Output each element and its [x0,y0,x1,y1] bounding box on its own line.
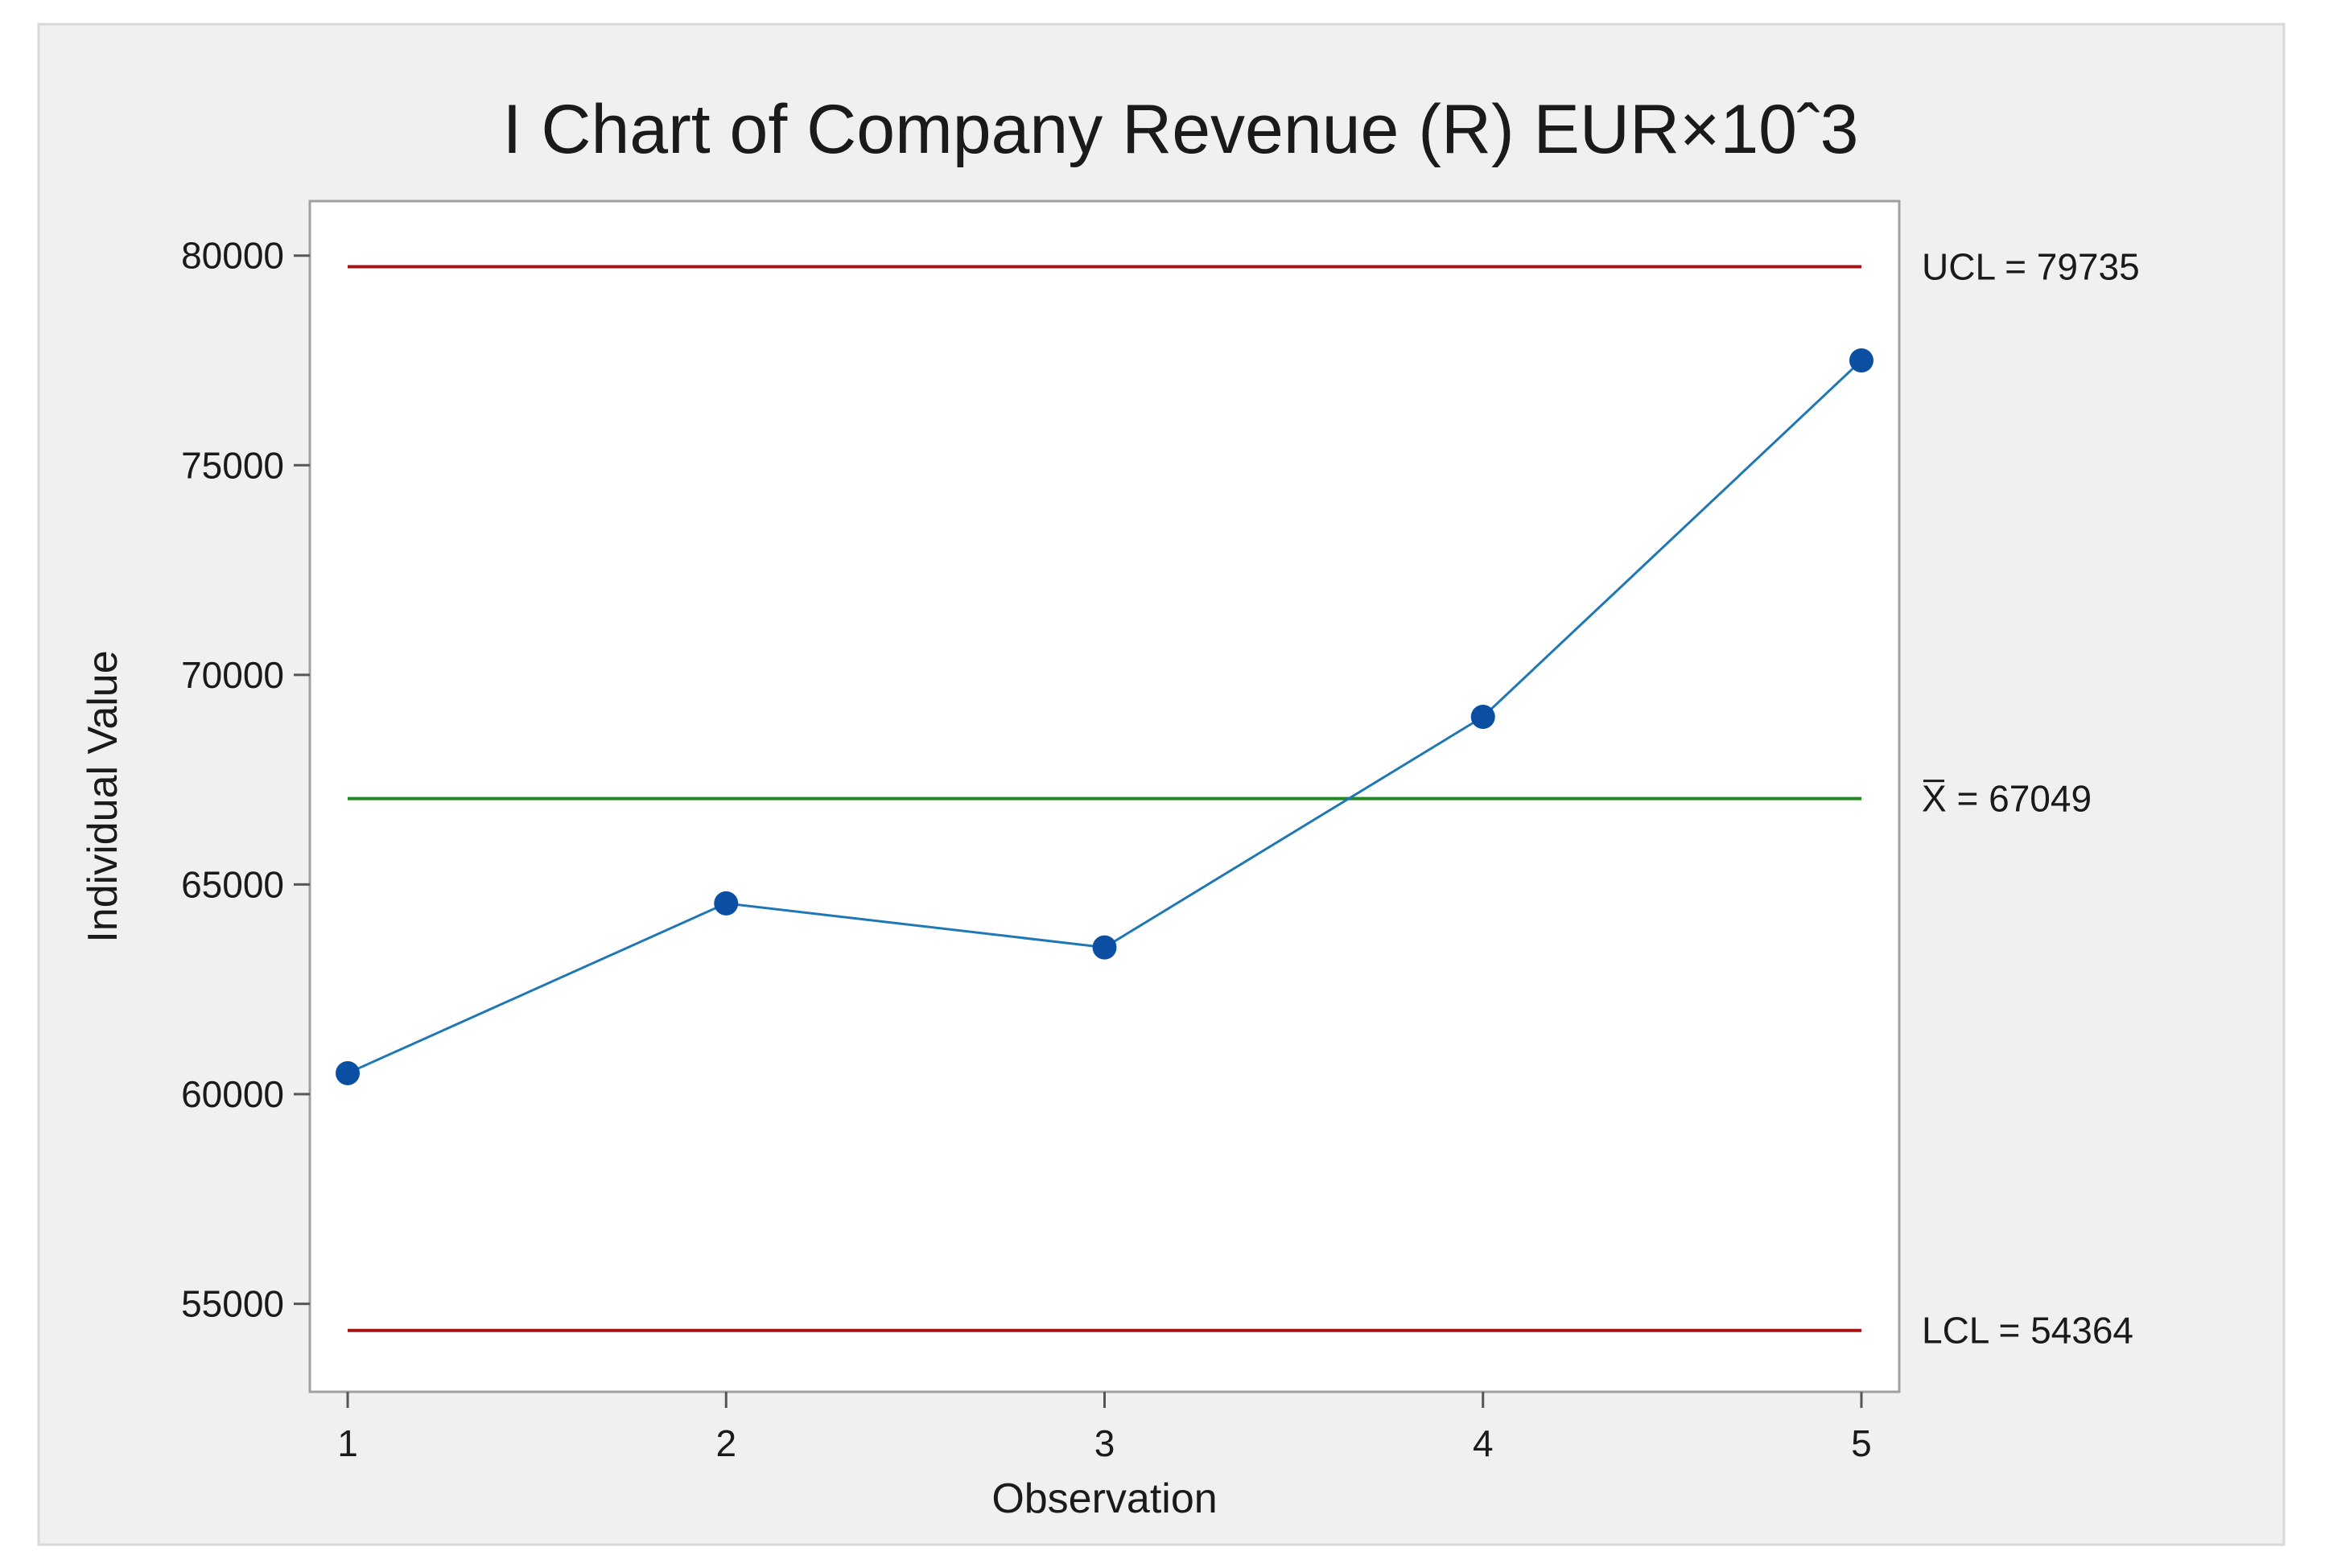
data-point [1470,704,1495,729]
data-series [336,348,1874,1085]
x-tick-label: 4 [1473,1422,1494,1464]
y-tick-label: 70000 [181,654,284,696]
plot-area [308,200,1901,1393]
data-point [714,891,739,916]
center-line-value: = 67049 [1947,778,2092,820]
chart-title: I Chart of Company Revenue (R) EUR×10ˆ3 [503,91,1859,168]
y-tick-label: 75000 [181,444,284,486]
x-axis-ticks: 1 2 3 4 5 [337,1392,1872,1464]
y-axis-ticks: 55000 60000 65000 70000 75000 80000 [181,235,310,1325]
y-tick-label: 55000 [181,1283,284,1325]
data-point [1092,935,1117,960]
data-point [336,1060,361,1085]
y-tick-label: 60000 [181,1073,284,1115]
ucl-label: UCL = 79735 [1922,246,2140,288]
y-axis-label: Individual Value [80,650,126,942]
x-tick-label: 5 [1851,1422,1872,1464]
control-limit-labels: UCL = 79735 X = 67049 LCL = 54364 [1922,246,2140,1352]
lcl-label: LCL = 54364 [1922,1310,2133,1352]
x-axis-label: Observation [991,1475,1217,1522]
y-tick-label: 65000 [181,863,284,905]
control-limit-lines [348,265,1861,1332]
data-point [1849,348,1874,373]
center-line-symbol: X [1922,778,1947,820]
center-line-label: X = 67049 [1922,778,2092,820]
y-tick-label: 80000 [181,235,284,277]
x-tick-label: 3 [1094,1422,1115,1464]
x-tick-label: 2 [715,1422,736,1464]
x-tick-label: 1 [337,1422,358,1464]
